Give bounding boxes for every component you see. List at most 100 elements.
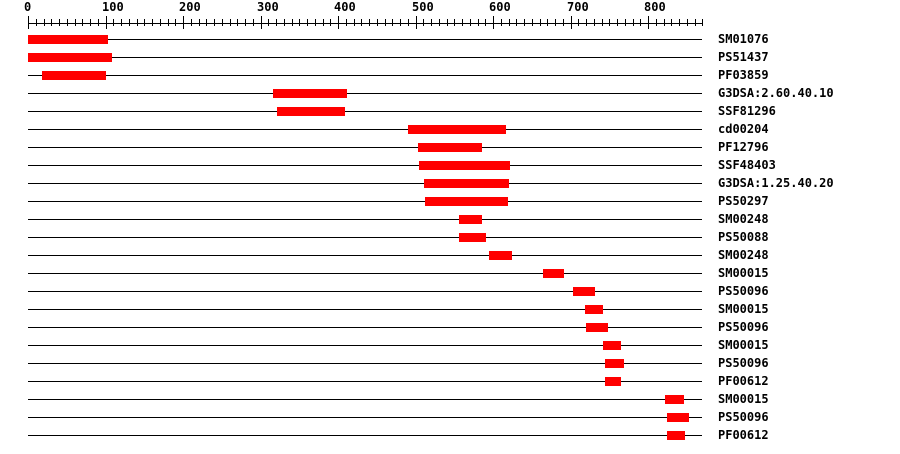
major-tick xyxy=(493,16,494,29)
match-row-line xyxy=(28,147,703,148)
match-row-line xyxy=(28,309,703,310)
minor-tick xyxy=(323,19,324,26)
match-span-bar[interactable] xyxy=(459,215,482,224)
match-row-line xyxy=(28,75,703,76)
match-accession-label[interactable]: PS50297 xyxy=(718,194,769,208)
minor-tick xyxy=(199,19,200,26)
minor-tick xyxy=(470,19,471,26)
match-row-line xyxy=(28,363,703,364)
minor-tick xyxy=(478,19,479,26)
match-span-bar[interactable] xyxy=(603,341,621,350)
match-accession-label[interactable]: SM01076 xyxy=(718,32,769,46)
match-span-bar[interactable] xyxy=(425,197,508,206)
minor-tick xyxy=(137,19,138,26)
minor-tick xyxy=(679,19,680,26)
minor-tick xyxy=(586,19,587,26)
match-accession-label[interactable]: SSF81296 xyxy=(718,104,776,118)
minor-tick xyxy=(268,19,269,26)
match-span-bar[interactable] xyxy=(605,377,621,386)
minor-tick xyxy=(501,19,502,26)
minor-tick xyxy=(540,19,541,26)
minor-tick xyxy=(51,19,52,26)
match-accession-label[interactable]: PF03859 xyxy=(718,68,769,82)
match-accession-label[interactable]: G3DSA:2.60.40.10 xyxy=(718,86,834,100)
match-row-line xyxy=(28,327,703,328)
minor-tick xyxy=(702,19,703,26)
ruler-baseline xyxy=(28,23,703,24)
minor-tick xyxy=(664,19,665,26)
match-span-bar[interactable] xyxy=(585,305,603,314)
match-accession-label[interactable]: SM00015 xyxy=(718,302,769,316)
match-span-bar[interactable] xyxy=(665,395,684,404)
major-tick xyxy=(28,16,29,29)
ruler-tick-label: 500 xyxy=(412,0,434,14)
match-span-bar[interactable] xyxy=(586,323,608,332)
match-accession-label[interactable]: PF00612 xyxy=(718,374,769,388)
match-accession-label[interactable]: cd00204 xyxy=(718,122,769,136)
match-accession-label[interactable]: PF12796 xyxy=(718,140,769,154)
match-accession-label[interactable]: SM00248 xyxy=(718,212,769,226)
match-span-bar[interactable] xyxy=(28,35,108,44)
minor-tick xyxy=(75,19,76,26)
minor-tick xyxy=(206,19,207,26)
match-accession-label[interactable]: SM00248 xyxy=(718,248,769,262)
ruler-tick-label: 400 xyxy=(334,0,356,14)
minor-tick xyxy=(524,19,525,26)
minor-tick xyxy=(633,19,634,26)
minor-tick xyxy=(90,19,91,26)
match-span-bar[interactable] xyxy=(605,359,624,368)
match-row-line xyxy=(28,129,703,130)
match-accession-label[interactable]: PF00612 xyxy=(718,428,769,442)
major-tick xyxy=(416,16,417,29)
match-span-bar[interactable] xyxy=(667,413,689,422)
minor-tick xyxy=(563,19,564,26)
minor-tick xyxy=(82,19,83,26)
minor-tick xyxy=(330,19,331,26)
minor-tick xyxy=(408,19,409,26)
match-accession-label[interactable]: SM00015 xyxy=(718,338,769,352)
minor-tick xyxy=(113,19,114,26)
match-accession-label[interactable]: SSF48403 xyxy=(718,158,776,172)
match-span-bar[interactable] xyxy=(28,53,112,62)
match-accession-label[interactable]: G3DSA:1.25.40.20 xyxy=(718,176,834,190)
match-accession-label[interactable]: PS50088 xyxy=(718,230,769,244)
match-span-bar[interactable] xyxy=(408,125,506,134)
match-accession-label[interactable]: PS51437 xyxy=(718,50,769,64)
minor-tick xyxy=(602,19,603,26)
minor-tick xyxy=(222,19,223,26)
match-accession-label[interactable]: SM00015 xyxy=(718,392,769,406)
minor-tick xyxy=(59,19,60,26)
ruler-tick-label: 200 xyxy=(179,0,201,14)
minor-tick xyxy=(462,19,463,26)
match-span-bar[interactable] xyxy=(459,233,486,242)
minor-tick xyxy=(423,19,424,26)
minor-tick xyxy=(625,19,626,26)
minor-tick xyxy=(431,19,432,26)
match-accession-label[interactable]: PS50096 xyxy=(718,320,769,334)
match-span-bar[interactable] xyxy=(277,107,345,116)
minor-tick xyxy=(214,19,215,26)
match-span-bar[interactable] xyxy=(667,431,685,440)
match-span-bar[interactable] xyxy=(424,179,509,188)
match-span-bar[interactable] xyxy=(42,71,106,80)
minor-tick xyxy=(656,19,657,26)
match-accession-label[interactable]: PS50096 xyxy=(718,284,769,298)
match-accession-label[interactable]: PS50096 xyxy=(718,356,769,370)
match-span-bar[interactable] xyxy=(543,269,564,278)
ruler-tick-label: 800 xyxy=(644,0,666,14)
match-accession-label[interactable]: SM00015 xyxy=(718,266,769,280)
match-span-bar[interactable] xyxy=(418,143,482,152)
match-span-bar[interactable] xyxy=(573,287,595,296)
match-row-line xyxy=(28,39,703,40)
match-span-bar[interactable] xyxy=(273,89,347,98)
match-span-bar[interactable] xyxy=(419,161,510,170)
minor-tick xyxy=(609,19,610,26)
minor-tick xyxy=(121,19,122,26)
match-row-line xyxy=(28,381,703,382)
minor-tick xyxy=(144,19,145,26)
minor-tick xyxy=(439,19,440,26)
match-span-bar[interactable] xyxy=(489,251,512,260)
ruler-tick-label: 700 xyxy=(567,0,589,14)
match-accession-label[interactable]: PS50096 xyxy=(718,410,769,424)
minor-tick xyxy=(175,19,176,26)
